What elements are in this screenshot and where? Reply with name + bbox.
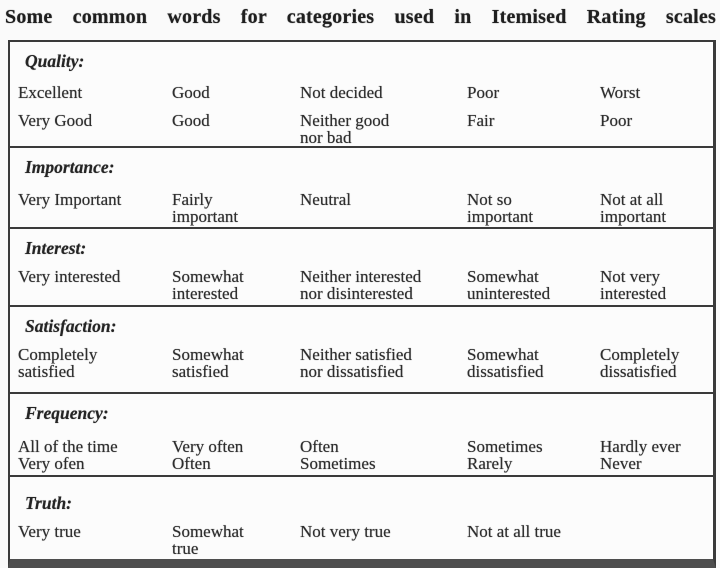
rating-cell: Good — [172, 111, 210, 130]
rating-cell: Very true — [18, 522, 81, 541]
section-label: Frequency: — [25, 403, 109, 423]
rating-section: Importance: Very Important Fairly importa… — [10, 146, 713, 227]
rating-cell: Fair — [467, 111, 495, 130]
section-rows: Completely satisfied Somewhat satisfied Ne… — [18, 346, 713, 380]
rating-row: Very Important Fairly important Neutral Not… — [18, 191, 713, 225]
rating-row: Completely satisfied Somewhat satisfied Ne… — [18, 346, 713, 380]
rating-cell: Very interested — [18, 267, 121, 286]
rating-cell: Sometimes — [300, 454, 376, 473]
rating-cell: All of the time — [18, 437, 118, 456]
section-rows: All of the time Very often Often Sometimes H… — [18, 438, 713, 472]
rating-row: Excellent Good Not decided Poor Worst — [18, 84, 713, 101]
rating-cell: Not so important — [467, 190, 534, 226]
section-label: Satisfaction: — [25, 316, 117, 336]
rating-table: Quality: Excellent Good Not decided Poor Wor… — [8, 40, 716, 568]
rating-cell: Somewhat true — [172, 522, 244, 558]
rating-cell: Often — [300, 437, 339, 456]
rating-cell: Somewhat uninterested — [467, 267, 551, 303]
rating-section: Frequency: All of the time Very often Ofte… — [10, 392, 713, 475]
rating-cell: Neutral — [300, 190, 351, 209]
rating-cell — [600, 523, 713, 557]
page-title: Some common words for categories used in… — [5, 6, 716, 28]
section-rows: Very Important Fairly important Neutral Not… — [18, 191, 713, 225]
rating-cell: Somewhat dissatisfied — [467, 345, 544, 381]
rating-cell: Not at all true — [467, 522, 561, 541]
rating-cell: Fairly important — [172, 190, 239, 226]
rating-cell: Good — [172, 83, 210, 102]
rating-cell: Neither interested nor disinterested — [300, 267, 422, 303]
rating-row: All of the time Very often Often Sometimes H… — [18, 438, 713, 455]
rating-cell: Rarely — [467, 454, 513, 473]
rating-cell: Hardly ever — [600, 437, 681, 456]
section-label: Quality: — [25, 51, 85, 71]
rating-cell: Neither good nor bad — [300, 111, 390, 146]
rating-cell: Very often — [172, 437, 244, 456]
rating-cell: Not very interested — [600, 267, 667, 303]
rating-section: Interest: Very interested Somewhat intere… — [10, 227, 713, 305]
rating-row: Very interested Somewhat interested Neithe… — [18, 268, 713, 302]
rating-cell: Poor — [467, 83, 500, 102]
rating-section: Truth: Very true Somewhat true Not very tr… — [10, 475, 713, 559]
rating-cell: Sometimes — [467, 437, 543, 456]
section-label: Interest: — [25, 238, 87, 258]
rating-section: Satisfaction: Completely satisfied Somewh… — [10, 305, 713, 392]
rating-cell: Completely dissatisfied — [600, 345, 680, 381]
rating-row: Very Good Good Neither good nor bad Fair Poo… — [18, 112, 713, 146]
rating-cell: Neither satisfied nor dissatisfied — [300, 345, 412, 381]
rating-cell: Somewhat interested — [172, 267, 244, 303]
rating-cell: Completely satisfied — [18, 345, 98, 381]
section-rows: Excellent Good Not decided Poor Worst Very Go… — [18, 84, 713, 146]
rating-cell: Excellent — [18, 83, 83, 102]
rating-cell: Not at all important — [600, 190, 667, 226]
rating-cell: Never — [600, 454, 642, 473]
section-label: Importance: — [25, 157, 115, 177]
rating-cell: Often — [172, 454, 211, 473]
rating-cell: Poor — [600, 111, 633, 130]
section-rows: Very true Somewhat true Not very true Not a… — [18, 523, 713, 557]
section-rows: Very interested Somewhat interested Neithe… — [18, 268, 713, 302]
rating-section: Quality: Excellent Good Not decided Poor Wor… — [10, 42, 713, 146]
rating-cell: Somewhat satisfied — [172, 345, 244, 381]
rating-cell: Very Important — [18, 190, 122, 209]
section-label: Truth: — [25, 493, 73, 513]
rating-cell: Very ofen — [18, 454, 85, 473]
rating-cell: Not decided — [300, 83, 383, 102]
rating-cell: Not very true — [300, 522, 391, 541]
rating-cell: Worst — [600, 83, 641, 102]
rating-row: Very true Somewhat true Not very true Not a… — [18, 523, 713, 557]
rating-row: Very ofen Often Sometimes Rarely Never — [18, 455, 713, 472]
rating-cell: Very Good — [18, 111, 93, 130]
